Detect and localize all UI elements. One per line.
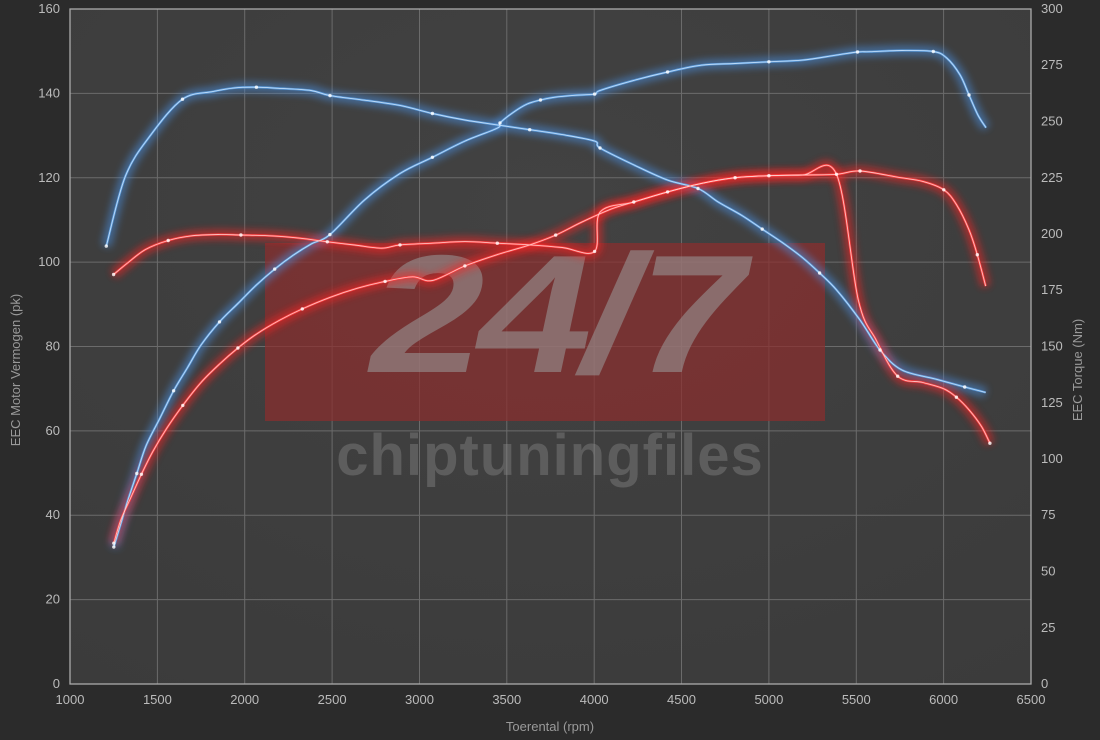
svg-text:0: 0	[53, 676, 60, 691]
svg-text:120: 120	[38, 170, 60, 185]
svg-text:50: 50	[1041, 564, 1055, 579]
svg-text:300: 300	[1041, 1, 1063, 16]
svg-text:4500: 4500	[667, 692, 696, 707]
svg-text:175: 175	[1041, 282, 1063, 297]
svg-text:275: 275	[1041, 57, 1063, 72]
svg-text:125: 125	[1041, 395, 1063, 410]
svg-text:140: 140	[38, 85, 60, 100]
svg-text:EEC Torque (Nm): EEC Torque (Nm)	[1070, 319, 1085, 421]
svg-text:80: 80	[46, 339, 60, 354]
svg-text:3000: 3000	[405, 692, 434, 707]
svg-text:4000: 4000	[580, 692, 609, 707]
svg-text:5000: 5000	[754, 692, 783, 707]
svg-text:20: 20	[46, 592, 60, 607]
svg-text:EEC Motor Vermogen (pk): EEC Motor Vermogen (pk)	[8, 294, 23, 446]
svg-text:6000: 6000	[929, 692, 958, 707]
svg-text:6500: 6500	[1017, 692, 1046, 707]
svg-text:160: 160	[38, 1, 60, 16]
svg-text:25: 25	[1041, 620, 1055, 635]
svg-text:5500: 5500	[842, 692, 871, 707]
svg-text:1000: 1000	[56, 692, 85, 707]
svg-text:2000: 2000	[230, 692, 259, 707]
svg-text:2500: 2500	[318, 692, 347, 707]
svg-text:150: 150	[1041, 339, 1063, 354]
svg-text:100: 100	[1041, 451, 1063, 466]
svg-text:250: 250	[1041, 114, 1063, 129]
svg-text:40: 40	[46, 507, 60, 522]
svg-text:1500: 1500	[143, 692, 172, 707]
svg-text:3500: 3500	[492, 692, 521, 707]
svg-text:0: 0	[1041, 676, 1048, 691]
svg-text:100: 100	[38, 254, 60, 269]
svg-text:chiptuningfiles: chiptuningfiles	[336, 423, 763, 488]
svg-text:225: 225	[1041, 170, 1063, 185]
svg-text:75: 75	[1041, 507, 1055, 522]
svg-text:200: 200	[1041, 226, 1063, 241]
svg-text:60: 60	[46, 423, 60, 438]
svg-text:Toerental (rpm): Toerental (rpm)	[506, 719, 594, 734]
